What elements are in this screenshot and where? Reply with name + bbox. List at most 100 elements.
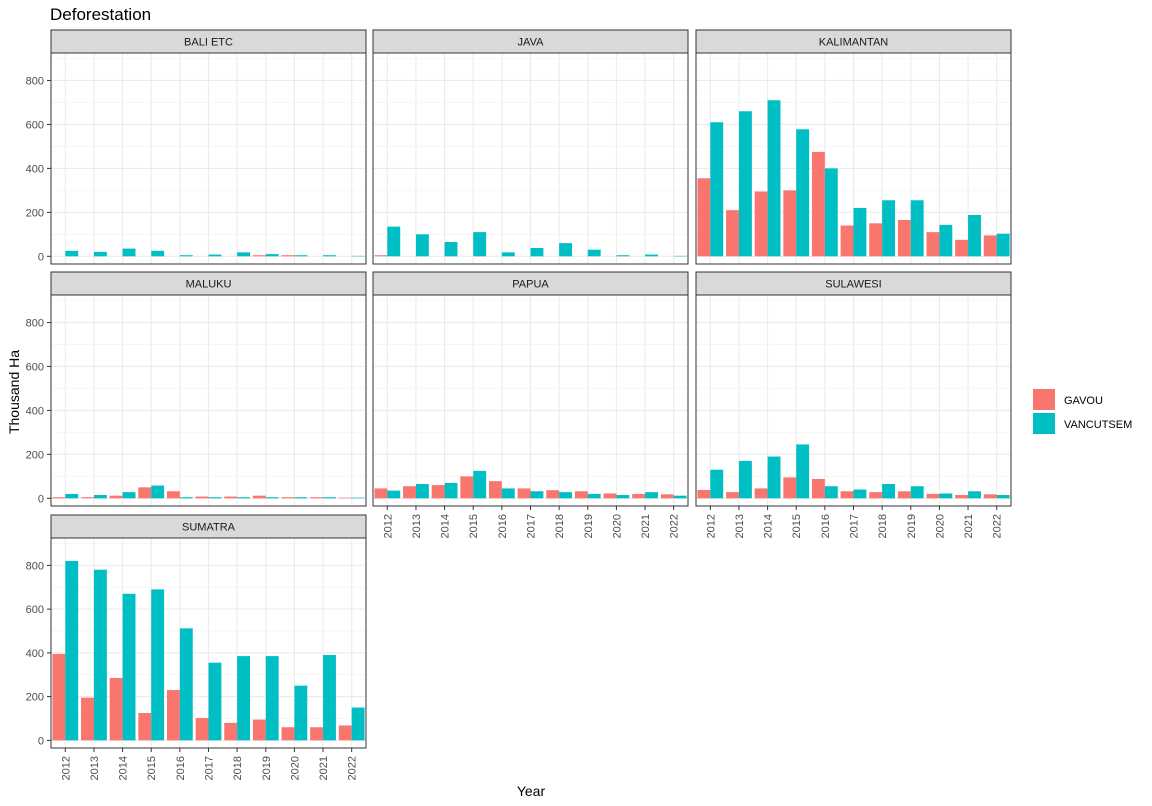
bar-vancutsem-java-2016 [501, 252, 515, 257]
x-tick-label: 2016 [497, 514, 509, 538]
bar-gavou-sumatra-2018 [224, 722, 238, 741]
bar-vancutsem-papua-2012 [387, 490, 401, 499]
bar-vancutsem-bali-etc-2017 [208, 254, 222, 257]
bar-gavou-sulawesi-2022 [983, 494, 997, 499]
bar-vancutsem-kalimantan-2018 [882, 200, 896, 257]
bar-gavou-maluku-2014 [109, 495, 123, 499]
x-tick-label: 2016 [820, 514, 832, 538]
bar-vancutsem-sulawesi-2022 [996, 495, 1010, 499]
bar-vancutsem-sumatra-2015 [151, 589, 165, 741]
bar-vancutsem-sulawesi-2014 [767, 456, 781, 499]
bar-gavou-kalimantan-2012 [697, 178, 711, 257]
bar-gavou-bali-etc-2019 [252, 255, 266, 257]
bar-vancutsem-java-2021 [645, 254, 658, 257]
facet-panel-sumatra: SUMATRA 0 200 400 600 800 2012 2013 2014 2015 2016… [26, 514, 367, 780]
bar-gavou-papua-2019 [574, 491, 588, 499]
bar-gavou-maluku-2022 [338, 497, 352, 499]
bar-vancutsem-bali-etc-2012 [65, 250, 79, 257]
y-tick-label: 200 [26, 207, 44, 219]
bar-gavou-sulawesi-2013 [726, 492, 739, 499]
bar-vancutsem-kalimantan-2016 [824, 168, 838, 257]
y-tick-label: 0 [38, 735, 44, 747]
bar-vancutsem-sulawesi-2013 [738, 460, 752, 499]
bar-vancutsem-java-2020 [616, 255, 630, 257]
bar-gavou-kalimantan-2022 [983, 235, 997, 257]
bar-vancutsem-papua-2017 [530, 491, 544, 499]
bar-gavou-papua-2014 [431, 485, 445, 499]
bar-vancutsem-sulawesi-2017 [853, 489, 867, 499]
legend-label-gavou: GAVOU [1064, 395, 1103, 407]
x-tick-label: 2021 [640, 514, 652, 538]
bar-vancutsem-sulawesi-2012 [710, 469, 724, 499]
bar-vancutsem-sumatra-2013 [93, 569, 107, 741]
panel-border [695, 52, 1012, 265]
bar-vancutsem-sumatra-2014 [122, 593, 136, 741]
y-tick-label: 200 [26, 692, 44, 704]
chart-title: Deforestation [50, 5, 151, 24]
bar-gavou-kalimantan-2019 [897, 220, 911, 257]
x-tick-label: 2022 [347, 756, 359, 780]
bar-gavou-kalimantan-2015 [783, 190, 797, 257]
bar-vancutsem-bali-etc-2020 [294, 255, 308, 257]
bar-gavou-maluku-2017 [195, 496, 209, 499]
bar-gavou-maluku-2016 [166, 491, 180, 499]
bar-vancutsem-kalimantan-2021 [968, 214, 981, 257]
bar-vancutsem-sulawesi-2019 [910, 486, 924, 499]
x-tick-label: 2013 [89, 756, 101, 780]
y-tick-label: 400 [26, 163, 44, 175]
y-tick-label: 600 [26, 604, 44, 616]
bar-vancutsem-maluku-2020 [294, 497, 308, 499]
x-tick-label: 2015 [468, 514, 480, 538]
bar-vancutsem-maluku-2018 [237, 497, 251, 499]
bar-vancutsem-maluku-2016 [179, 497, 193, 499]
bar-vancutsem-sumatra-2022 [351, 707, 365, 741]
bar-vancutsem-sulawesi-2021 [968, 491, 981, 499]
bar-vancutsem-maluku-2019 [265, 497, 279, 499]
bar-vancutsem-java-2014 [444, 242, 458, 257]
bar-gavou-sulawesi-2016 [811, 478, 825, 499]
bar-gavou-sulawesi-2021 [955, 495, 969, 499]
legend-key-gavou [1033, 389, 1055, 410]
bar-gavou-sulawesi-2012 [697, 489, 711, 499]
bar-gavou-kalimantan-2021 [955, 239, 969, 257]
bar-vancutsem-papua-2018 [559, 492, 573, 499]
y-tick-label: 800 [26, 75, 44, 87]
x-tick-label: 2019 [261, 756, 273, 780]
bar-gavou-maluku-2021 [310, 497, 324, 499]
bar-vancutsem-kalimantan-2014 [767, 100, 781, 257]
bar-gavou-sulawesi-2020 [926, 493, 940, 499]
bar-vancutsem-java-2019 [587, 249, 601, 257]
facet-panel-bali-etc: BALI ETC 0 200 400 600 800 [26, 29, 367, 265]
x-tick-label: 2018 [232, 756, 244, 780]
bar-vancutsem-papua-2021 [645, 492, 658, 499]
bar-vancutsem-maluku-2013 [93, 495, 107, 499]
facet-label-sulawesi: SULAWESI [825, 279, 881, 291]
bar-vancutsem-bali-etc-2016 [179, 255, 193, 257]
bar-gavou-bali-etc-2020 [281, 255, 295, 257]
x-tick-label: 2017 [526, 514, 538, 538]
y-tick-label: 0 [38, 251, 44, 263]
legend: GAVOU VANCUTSEM [1033, 389, 1132, 434]
bar-vancutsem-kalimantan-2015 [796, 129, 810, 257]
x-tick-label: 2020 [934, 514, 946, 538]
bar-vancutsem-sumatra-2017 [208, 662, 222, 741]
bar-gavou-sumatra-2017 [195, 718, 209, 741]
bar-vancutsem-kalimantan-2012 [710, 122, 724, 257]
y-tick-label: 800 [26, 317, 44, 329]
panel-border [372, 52, 689, 265]
facet-label-maluku: MALUKU [186, 279, 232, 291]
x-tick-label: 2022 [992, 514, 1004, 538]
bar-vancutsem-kalimantan-2017 [853, 207, 867, 257]
y-tick-label: 400 [26, 648, 44, 660]
facet-panel-sulawesi: SULAWESI 2012 2013 2014 2015 2016 2017 2018 2019… [695, 271, 1012, 538]
bar-gavou-papua-2021 [632, 493, 646, 499]
facet-label-kalimantan: KALIMANTAN [819, 37, 889, 49]
bar-gavou-sumatra-2013 [81, 697, 94, 741]
bar-vancutsem-bali-etc-2014 [122, 248, 136, 257]
x-tick-label: 2018 [554, 514, 566, 538]
bar-gavou-sumatra-2014 [109, 678, 123, 741]
facet-label-papua: PAPUA [512, 279, 549, 291]
x-tick-label: 2017 [204, 756, 216, 780]
y-axis-title: Thousand Ha [6, 350, 22, 434]
